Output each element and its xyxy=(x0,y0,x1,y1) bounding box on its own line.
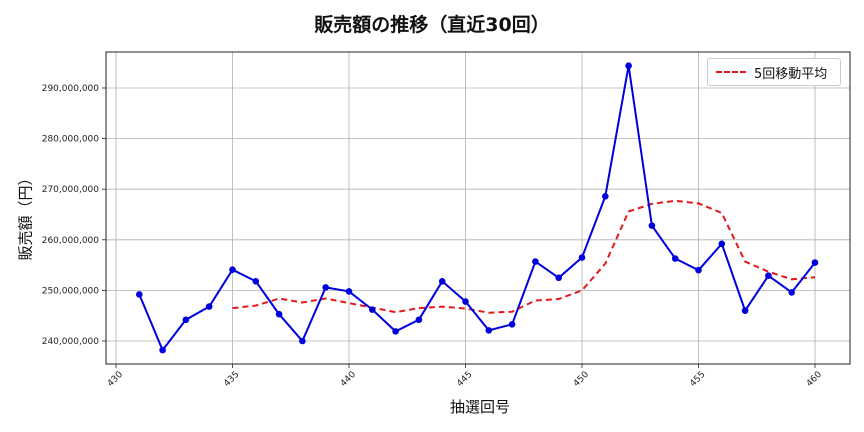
sales-data-point xyxy=(462,298,469,305)
sales-data-point xyxy=(299,337,306,345)
sales-data-point xyxy=(345,288,353,295)
legend-label-moving-average: 5回移動平均 xyxy=(754,66,828,82)
sales-data-point xyxy=(438,277,446,285)
chart-title: 販売額の推移（直近30回） xyxy=(314,14,550,36)
sales-data-point xyxy=(182,316,190,324)
sales-data-point xyxy=(275,310,283,318)
sales-data-point xyxy=(532,258,539,265)
sales-line xyxy=(138,65,816,353)
x-tick-label: 430 xyxy=(106,370,125,389)
sales-data-point xyxy=(415,316,423,324)
x-tick-label: 445 xyxy=(455,370,474,389)
plot-frame xyxy=(105,51,851,365)
sales-data-point xyxy=(648,222,656,229)
y-tick-label: 270,000,000 xyxy=(42,185,100,195)
x-tick-label: 435 xyxy=(222,370,241,389)
sales-data-point xyxy=(485,327,493,334)
y-tick-label: 240,000,000 xyxy=(42,337,100,347)
sales-data-point xyxy=(695,266,702,274)
sales-data-point xyxy=(718,240,726,248)
y-tick-label: 250,000,000 xyxy=(42,286,100,296)
sales-data-point xyxy=(741,307,749,314)
x-axis-label: 抽選回号 xyxy=(449,398,510,416)
sales-data-point xyxy=(252,277,260,285)
y-tick-label: 290,000,000 xyxy=(42,84,100,94)
y-axis-label: 販売額（円） xyxy=(16,170,35,261)
sales-data-point xyxy=(765,272,772,280)
sales-data-point xyxy=(159,346,166,354)
x-tick-label: 450 xyxy=(572,370,591,389)
legend-dashed-line-icon xyxy=(716,71,746,73)
sales-data-point xyxy=(788,289,795,296)
sales-data-point xyxy=(811,259,819,266)
moving-average-line xyxy=(232,199,816,314)
sales-data-point xyxy=(671,255,679,262)
sales-data-point xyxy=(602,192,609,200)
sales-data-point xyxy=(555,274,562,282)
y-tick-label: 260,000,000 xyxy=(42,236,100,246)
sales-data-point xyxy=(625,62,632,70)
sales-data-point xyxy=(229,266,236,273)
sales-data-point xyxy=(508,321,516,328)
x-tick-label: 440 xyxy=(339,370,358,389)
legend: 5回移動平均 xyxy=(707,58,841,86)
sales-data-point xyxy=(578,254,586,261)
sales-data-point xyxy=(392,328,399,335)
x-tick-label: 460 xyxy=(805,370,824,389)
sales-data-point xyxy=(369,306,376,313)
y-tick-label: 280,000,000 xyxy=(42,135,100,145)
sales-data-point xyxy=(322,284,330,291)
sales-data-point xyxy=(205,303,213,310)
sales-data-point xyxy=(136,291,143,298)
x-tick-label: 455 xyxy=(688,370,707,389)
